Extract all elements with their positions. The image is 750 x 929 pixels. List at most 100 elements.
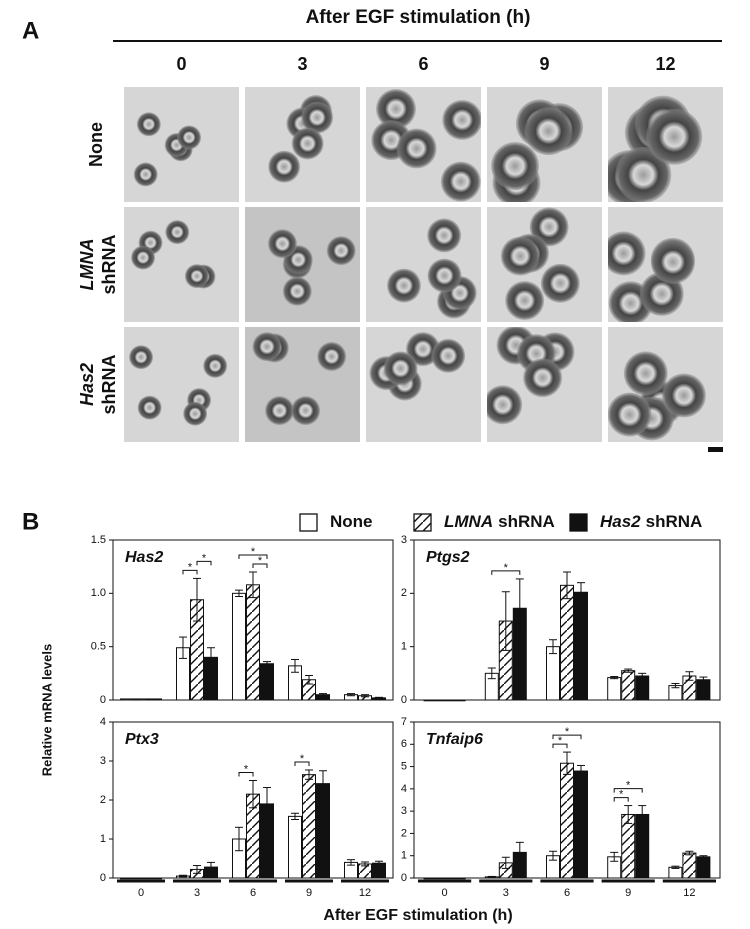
cells xyxy=(267,229,356,306)
y-tick-label: 4 xyxy=(100,716,106,728)
y-tick-label: 5 xyxy=(401,760,407,772)
significance-label: * xyxy=(565,726,570,738)
legend-text: None xyxy=(330,512,373,531)
cells xyxy=(608,95,703,202)
significance-label: * xyxy=(244,763,249,775)
y-tick-label: 0 xyxy=(100,694,106,706)
y-tick-label: 6 xyxy=(401,738,407,750)
micrograph xyxy=(366,327,481,442)
bar xyxy=(260,663,274,701)
micrograph xyxy=(487,327,602,442)
cells xyxy=(608,351,706,441)
significance-bracket xyxy=(552,734,582,740)
oocyte-complex xyxy=(615,146,672,202)
column-label: 6 xyxy=(418,54,428,74)
column-label: 3 xyxy=(297,54,307,74)
bar xyxy=(451,877,466,880)
bar xyxy=(635,675,650,701)
oocyte-complex xyxy=(427,218,462,253)
oocyte-complex xyxy=(326,236,356,266)
oocyte-complex xyxy=(396,128,437,169)
bar xyxy=(134,698,148,701)
chart-title: Ptx3 xyxy=(125,731,159,748)
x-tick-label: 6 xyxy=(250,887,256,899)
significance-bracket xyxy=(294,761,310,766)
oocyte-complex xyxy=(136,112,161,137)
cells xyxy=(608,231,695,322)
y-tick-label: 1 xyxy=(401,641,407,653)
significance-bracket xyxy=(182,569,198,575)
oocyte-complex xyxy=(650,240,695,285)
y-tick-label: 4 xyxy=(401,783,407,795)
x-tick-label: 6 xyxy=(564,887,570,899)
significance-label: * xyxy=(258,555,263,567)
oocyte-complex xyxy=(500,236,540,276)
micrograph xyxy=(245,207,360,322)
significance-bracket xyxy=(196,560,212,566)
legend-label: LMNA shRNA xyxy=(444,512,555,531)
significance-bracket xyxy=(491,570,521,575)
bar xyxy=(232,592,246,701)
y-tick-label: 3 xyxy=(100,755,106,767)
significance-label: * xyxy=(626,779,631,791)
x-tick-label: 3 xyxy=(194,887,200,899)
oocyte-complex xyxy=(440,161,481,202)
row-label: None xyxy=(86,122,106,167)
chart-title: Has2 xyxy=(125,549,163,566)
oocyte-complex xyxy=(133,162,158,187)
chart-title: Ptgs2 xyxy=(426,549,470,566)
y-tick-label: 1.5 xyxy=(91,534,106,546)
oocyte-complex xyxy=(427,258,462,293)
y-tick-label: 0 xyxy=(401,694,407,706)
bar xyxy=(437,699,452,702)
cells xyxy=(487,327,575,425)
column-label: 9 xyxy=(539,54,549,74)
oocyte-complex xyxy=(203,353,228,378)
bar xyxy=(148,877,162,880)
significance-bracket xyxy=(238,554,268,559)
oocyte-complex xyxy=(608,392,652,437)
bar xyxy=(423,877,438,880)
oocyte-complex xyxy=(386,268,421,303)
significance-bracket xyxy=(552,743,568,749)
significance-label: * xyxy=(251,546,256,558)
cells xyxy=(491,99,584,202)
significance-bracket xyxy=(613,788,643,793)
bar xyxy=(134,877,148,880)
x-tick-label: 9 xyxy=(625,887,631,899)
bar xyxy=(451,699,466,702)
y-tick-label: 2 xyxy=(100,794,106,806)
y-tick-label: 7 xyxy=(401,716,407,728)
oocyte-complex xyxy=(431,338,466,373)
legend-label: None xyxy=(330,512,373,531)
y-tick-label: 0 xyxy=(401,872,407,884)
oocyte-complex xyxy=(131,245,156,270)
oocyte-complex xyxy=(282,276,312,306)
scale-bar xyxy=(708,447,723,452)
bar xyxy=(288,815,302,879)
oocyte-complex xyxy=(137,395,162,420)
micrograph xyxy=(245,327,360,442)
oocyte-complex xyxy=(383,351,418,386)
cells xyxy=(252,332,347,426)
cells xyxy=(133,112,202,187)
oocyte-complex xyxy=(523,358,563,398)
bar xyxy=(682,852,697,879)
x-tick-label: 0 xyxy=(138,887,144,899)
bar xyxy=(302,774,316,879)
bar xyxy=(621,670,636,701)
panel-a-title: After EGF stimulation (h) xyxy=(306,7,531,28)
legend-label: Has2 shRNA xyxy=(600,512,702,531)
micrograph xyxy=(608,87,723,202)
cells xyxy=(371,88,481,202)
y-tick-label: 1 xyxy=(401,850,407,862)
row-label-gene: LMNA xyxy=(77,239,97,291)
significance-label: * xyxy=(504,562,509,574)
oocyte-complex xyxy=(268,150,301,183)
bar xyxy=(574,770,588,879)
micrograph xyxy=(366,87,481,202)
bar xyxy=(423,699,438,702)
significance-label: * xyxy=(202,552,207,564)
bar xyxy=(560,584,574,701)
